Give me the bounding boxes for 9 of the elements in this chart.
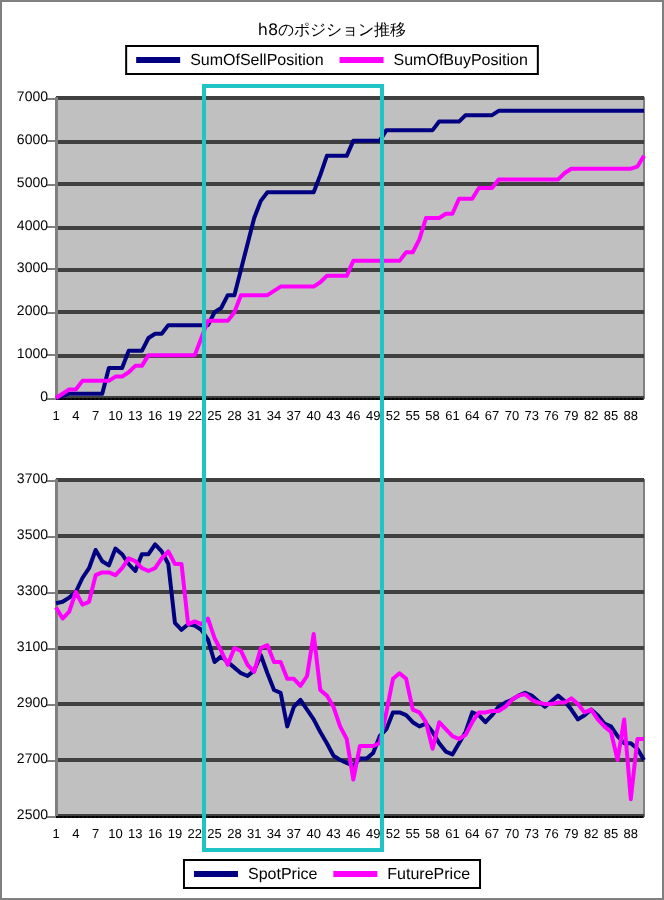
legend-label: SumOfBuyPosition: [393, 51, 528, 69]
line-series: [54, 153, 646, 400]
line-series: [54, 108, 646, 400]
legend-label: SumOfSellPosition: [190, 51, 324, 69]
chart-title: h8のポジション推移: [257, 21, 407, 39]
legend-label: FuturePrice: [387, 865, 472, 883]
legend-label: SpotPrice: [247, 865, 319, 883]
line-series: [54, 542, 646, 768]
line-series: [54, 549, 646, 802]
